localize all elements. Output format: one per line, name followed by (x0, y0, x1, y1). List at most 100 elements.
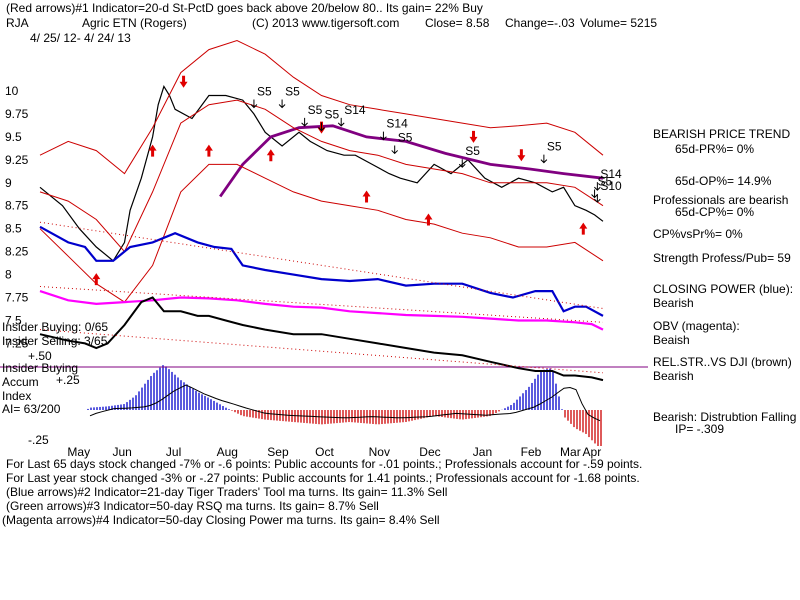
sell-signal-arrow (391, 145, 399, 155)
accum-ma-line (89, 384, 601, 422)
sell-arrow (179, 75, 188, 88)
x-tick-label: Jun (112, 445, 131, 459)
x-tick-label: Oct (315, 445, 334, 459)
x-tick-label: Jul (166, 445, 181, 459)
month-axis: May Jun Jul Aug Sep Oct Nov Dec Jan Feb Mar Apr (67, 445, 601, 459)
y-tick-label: 8.5 (5, 222, 22, 236)
sell-signal-label: S5 (325, 107, 340, 121)
sell-signal-arrow (380, 131, 387, 141)
insider-selling-count: Insider Selling: 3/65 (2, 334, 108, 348)
panel-rs-value: Bearish (653, 369, 694, 383)
date-range: 4/ 25/ 12- 4/ 24/ 13 (30, 31, 131, 45)
panel-obv-title: OBV (magenta): (653, 319, 740, 333)
x-tick-label: Mar (560, 445, 581, 459)
accum-scale-minus25: -.25 (28, 433, 49, 447)
price-line (39, 84, 604, 262)
panel-ip: IP= -.309 (675, 422, 724, 436)
sell-signal-arrow (301, 117, 308, 127)
relative-strength-line (39, 296, 604, 382)
index-label: Index (2, 389, 31, 403)
panel-65d-cp: 65d-CP%= 0% (675, 205, 754, 219)
band-middle-line (39, 99, 604, 253)
panel-distribution: Bearish: Distrubtion Falling (653, 410, 796, 424)
sell-signal-label: S5 (308, 103, 323, 117)
x-tick-label: May (67, 445, 90, 459)
volume-value: Volume= 5215 (580, 16, 657, 30)
sell-signal-label: S14 (344, 103, 366, 117)
accum-scale-plus25: +.25 (56, 373, 80, 387)
insider-buying-label: Insider Buying (2, 361, 78, 375)
sell-arrow (469, 130, 478, 143)
obv-trend-line (39, 286, 604, 323)
sell-signal-label: S10 (600, 179, 622, 193)
band-lower-line (39, 163, 604, 303)
sell-signal-label: S14 (600, 167, 622, 181)
sell-signal-label: S14 (386, 117, 408, 131)
panel-professionals: Professionals are bearish (653, 193, 788, 207)
symbol: RJA (6, 16, 29, 30)
relative-strength-trend-line (39, 329, 604, 374)
y-tick-label: 8 (5, 268, 12, 282)
change-value: Change=-.03 (505, 16, 575, 30)
footer-line-3: (Blue arrows)#2 Indicator=21-day Tiger T… (6, 485, 447, 499)
sell-signal-arrow (278, 99, 286, 109)
x-tick-label: Sep (267, 445, 289, 459)
accum-index-histogram (87, 365, 602, 446)
header-line: (Red arrows)#1 Indicator=20-d St-PctD go… (6, 1, 483, 15)
sell-signal-arrow (250, 99, 258, 109)
y-tick-label: 9 (5, 176, 12, 190)
y-tick-label: 8.75 (5, 199, 29, 213)
y-tick-label: 9.75 (5, 107, 29, 121)
accum-scale-plus50: +.50 (28, 349, 52, 363)
sell-arrow (517, 149, 526, 162)
buy-arrow (579, 222, 588, 235)
x-tick-label: Nov (369, 445, 390, 459)
y-tick-label: 9.25 (5, 153, 29, 167)
buy-arrow (204, 144, 213, 157)
panel-cp-vs-pr: CP%vsPr%= 0% (653, 227, 743, 241)
panel-cp-title: CLOSING POWER (blue): (653, 282, 793, 296)
x-tick-label: Aug (217, 445, 238, 459)
band-upper-line (39, 39, 604, 175)
sell-signal-arrow (594, 194, 601, 203)
price-axis: 10 9.75 9.5 9.25 9 8.75 8.5 8.25 8 7.75 7.5 7.25 (5, 84, 29, 350)
x-tick-label: Jan (473, 445, 492, 459)
buy-arrow (148, 144, 157, 157)
panel-cp-value: Bearish (653, 296, 694, 310)
buy-arrow (424, 213, 433, 226)
buy-arrow (362, 190, 371, 203)
buy-arrow (266, 149, 275, 162)
y-tick-label: 7.5 (5, 313, 22, 327)
closing-power-trend-line (39, 221, 604, 309)
y-tick-label: 7.25 (5, 336, 29, 350)
sell-signal-label: S5 (398, 130, 413, 144)
panel-trend: BEARISH PRICE TREND (653, 127, 790, 141)
panel-strength: Strength Profess/Pub= 59 (653, 251, 791, 265)
x-tick-label: Dec (419, 445, 440, 459)
sell-signal-label: S5 (547, 140, 562, 154)
y-tick-label: 8.25 (5, 245, 29, 259)
sell-signal-label: S5 (257, 85, 272, 99)
sell-signal-arrow (540, 154, 548, 164)
accum-label: Accum (2, 375, 39, 389)
x-tick-label: Apr (583, 445, 602, 459)
closing-power-line (39, 225, 604, 317)
sell-signal-arrow (594, 182, 601, 191)
sell-signal-label: S5 (465, 144, 480, 158)
panel-obv-value: Beaish (653, 333, 690, 347)
sell-signal-arrow (337, 117, 345, 127)
panel-65d-op: 65d-OP%= 14.9% (675, 174, 772, 188)
footer-line-5: (Magenta arrows)#4 Indicator=50-day Clos… (2, 513, 440, 527)
y-tick-label: 10 (5, 84, 19, 98)
y-tick-label: 9.5 (5, 130, 22, 144)
sell-signal-label: S5 (598, 175, 613, 189)
chart-lines (0, 39, 648, 382)
sell-signal-label: S5 (285, 85, 300, 99)
footer-line-1: For Last 65 days stock changed -7% or -.… (6, 457, 642, 471)
copyright: (C) 2013 www.tigersoft.com (252, 16, 399, 30)
moving-average-line (219, 124, 604, 198)
footer-line-4: (Green arrows)#3 Indicator=50-day RSQ ma… (6, 499, 379, 513)
close-value: Close= 8.58 (425, 16, 490, 30)
